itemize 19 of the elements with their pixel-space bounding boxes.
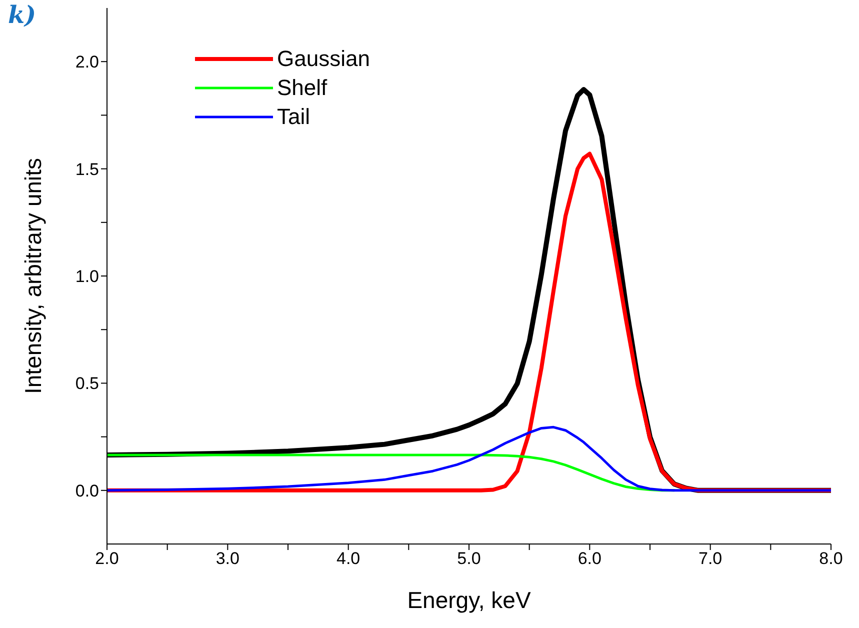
y-tick-label: 0.5 [75,374,99,394]
x-tick-label: 4.0 [336,549,360,568]
x-tick-label: 7.0 [698,549,722,568]
y-tick-label: 1.0 [75,267,99,286]
y-axis-title: Intensity, arbitrary units [20,158,46,394]
y-tick-label: 0.0 [75,481,99,500]
y-tick-label: 2.0 [75,52,99,72]
legend-label: Gaussian [277,46,370,72]
x-tick-label: 5.0 [457,549,481,568]
x-tick-label: 3.0 [216,549,240,568]
legend-label: Tail [277,104,310,130]
line-series [107,426,831,492]
x-axis-title: Energy, keV [407,587,532,613]
x-tick-label: 8.0 [819,549,843,568]
text: k) [8,0,36,29]
x-tick-label: 6.0 [578,549,602,568]
y-tick-label: 1.5 [75,160,99,179]
legend-label: Shelf [277,74,328,100]
x-tick-label: 2.0 [95,549,119,568]
